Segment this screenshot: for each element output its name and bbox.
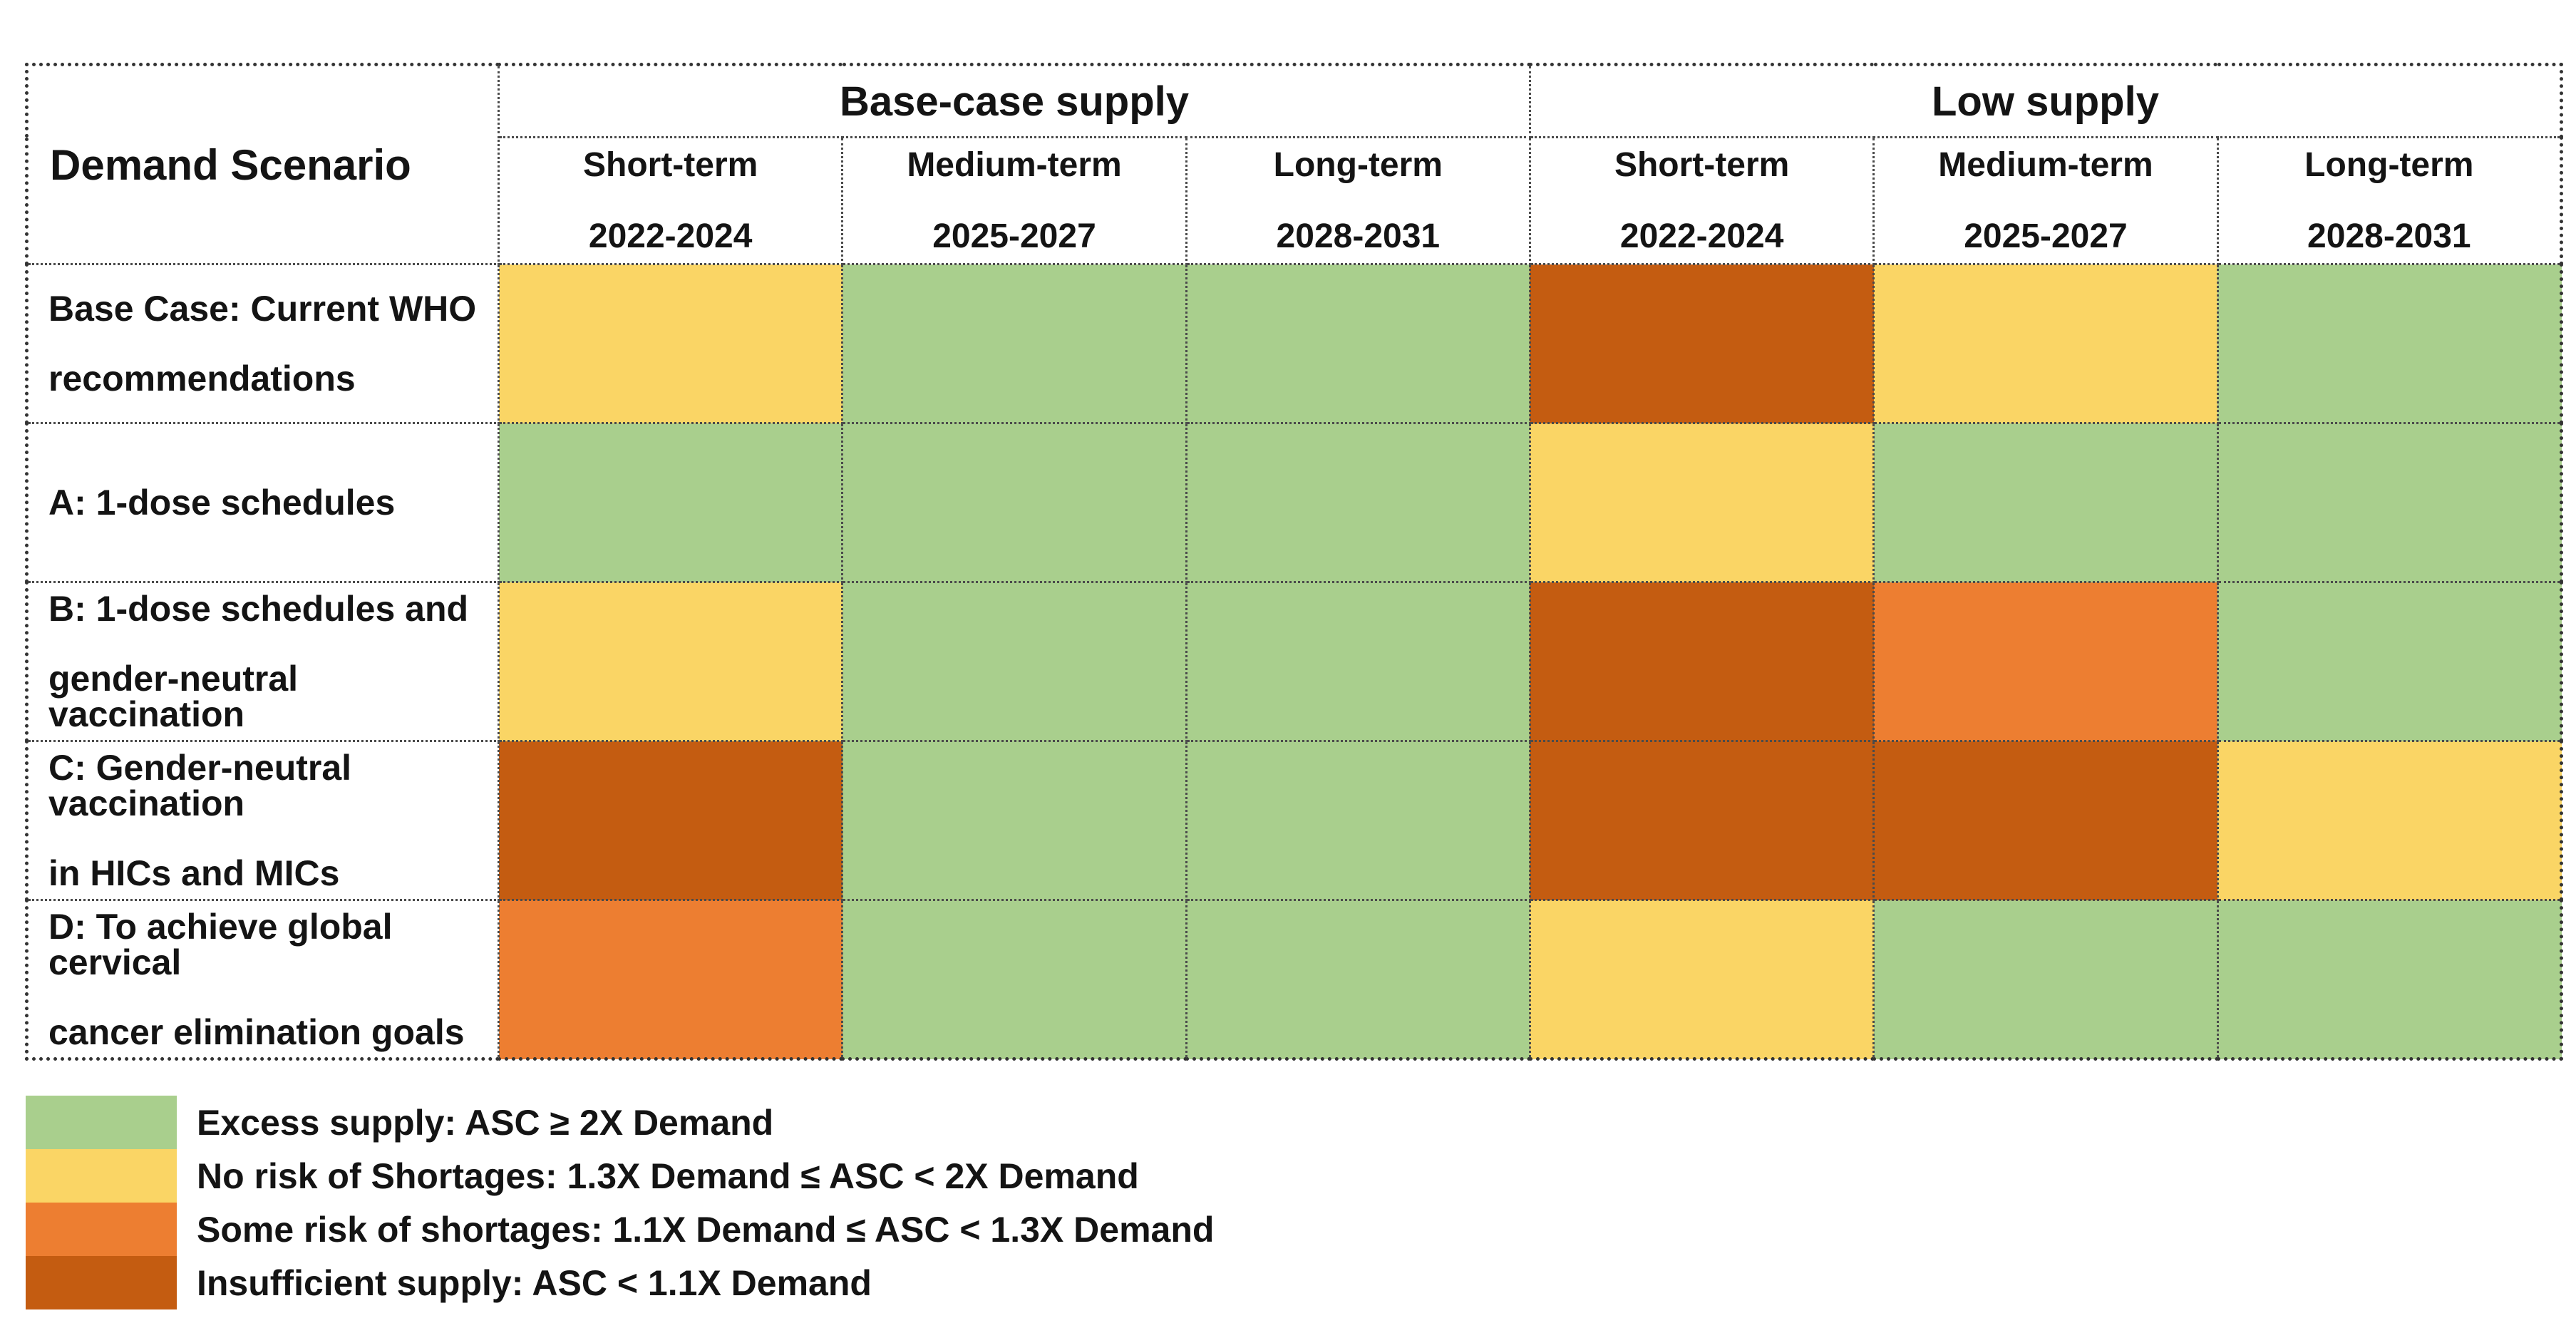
term-label: Short-term: [1614, 145, 1790, 184]
row-label-scenario-b: B: 1-dose schedules and gender-neutral v…: [26, 581, 500, 742]
risk-cell: [1528, 263, 1875, 424]
table-row-scenario-c: C: Gender-neutral vaccination in HICs an…: [26, 740, 2563, 901]
risk-cell: [1185, 422, 1531, 583]
risk-cell: [1872, 263, 2219, 424]
years-label: 2028-2031: [2307, 217, 2471, 255]
group-header-low-supply: Low supply: [1528, 63, 2563, 138]
risk-cell: [497, 899, 844, 1060]
table-row-scenario-b: B: 1-dose schedules and gender-neutral v…: [26, 581, 2563, 742]
legend-item-some-risk: Some risk of shortages: 1.1X Demand ≤ AS…: [26, 1203, 1214, 1256]
term-label: Medium-term: [1938, 145, 2153, 184]
row-label-line: Base Case: Current WHO: [48, 289, 477, 329]
legend-label: No risk of Shortages: 1.3X Demand ≤ ASC …: [197, 1156, 1139, 1196]
risk-cell: [1872, 581, 2219, 742]
legend-swatch-green: [26, 1096, 177, 1149]
risk-cell: [2216, 263, 2563, 424]
risk-cell: [1528, 422, 1875, 583]
legend-swatch-dark-orange: [26, 1256, 177, 1309]
risk-cell: [497, 263, 844, 424]
risk-cell: [1872, 740, 2219, 901]
risk-cell: [1528, 581, 1875, 742]
risk-cell: [1872, 422, 2219, 583]
row-label-line: recommendations: [48, 359, 356, 398]
risk-cell: [841, 581, 1187, 742]
risk-cell: [1185, 581, 1531, 742]
risk-cell: [2216, 740, 2563, 901]
legend-label: Some risk of shortages: 1.1X Demand ≤ AS…: [197, 1209, 1215, 1250]
row-label-line: in HICs and MICs: [48, 853, 340, 893]
risk-cell: [1528, 740, 1875, 901]
subheader-base-long-term: Long-term 2028-2031: [1185, 136, 1531, 265]
legend: Excess supply: ASC ≥ 2X Demand No risk o…: [26, 1096, 1214, 1309]
years-label: 2022-2024: [588, 217, 753, 255]
subheader-base-short-term: Short-term 2022-2024: [497, 136, 844, 265]
legend-item-excess-supply: Excess supply: ASC ≥ 2X Demand: [26, 1096, 1214, 1149]
table-row-scenario-d: D: To achieve global cervical cancer eli…: [26, 899, 2563, 1060]
row-label-base-case: Base Case: Current WHO recommendations: [26, 263, 500, 424]
legend-item-no-risk: No risk of Shortages: 1.3X Demand ≤ ASC …: [26, 1149, 1214, 1203]
supply-demand-risk-table: Demand Scenario Base-case supply Low sup…: [25, 63, 2563, 1061]
years-label: 2028-2031: [1276, 217, 1441, 255]
risk-cell: [497, 581, 844, 742]
legend-swatch-yellow: [26, 1149, 177, 1203]
risk-cell: [1528, 899, 1875, 1060]
risk-cell: [2216, 899, 2563, 1060]
row-label-line: D: To achieve global cervical: [48, 906, 393, 982]
years-label: 2025-2027: [1964, 217, 2128, 255]
subheader-low-short-term: Short-term 2022-2024: [1528, 136, 1875, 265]
risk-cell: [841, 740, 1187, 901]
row-label-line: B: 1-dose schedules and: [48, 589, 469, 629]
row-label-scenario-a: A: 1-dose schedules: [26, 422, 500, 583]
table-row-base-case: Base Case: Current WHO recommendations: [26, 263, 2563, 424]
subheader-low-long-term: Long-term 2028-2031: [2216, 136, 2563, 265]
risk-cell: [841, 899, 1187, 1060]
risk-cell: [2216, 581, 2563, 742]
legend-swatch-orange: [26, 1203, 177, 1256]
legend-label: Insufficient supply: ASC < 1.1X Demand: [197, 1262, 872, 1303]
legend-label: Excess supply: ASC ≥ 2X Demand: [197, 1102, 774, 1143]
row-label-line: A: 1-dose schedules: [48, 483, 396, 523]
risk-cell: [841, 263, 1187, 424]
risk-cell: [1185, 263, 1531, 424]
term-label: Long-term: [1273, 145, 1443, 184]
group-header-base-case-supply: Base-case supply: [498, 63, 1531, 138]
risk-cell: [497, 422, 844, 583]
term-label: Long-term: [2304, 145, 2474, 184]
years-label: 2022-2024: [1619, 217, 1784, 255]
risk-cell: [1185, 740, 1531, 901]
row-label-line: cancer elimination goals: [48, 1012, 465, 1052]
demand-scenario-header: Demand Scenario: [26, 63, 500, 265]
risk-cell: [1872, 899, 2219, 1060]
table-row-scenario-a: A: 1-dose schedules: [26, 422, 2563, 583]
row-label-line: C: Gender-neutral vaccination: [48, 748, 352, 823]
legend-item-insufficient-supply: Insufficient supply: ASC < 1.1X Demand: [26, 1256, 1214, 1309]
row-label-scenario-d: D: To achieve global cervical cancer eli…: [26, 899, 500, 1060]
subheader-base-medium-term: Medium-term 2025-2027: [841, 136, 1187, 265]
term-label: Medium-term: [907, 145, 1122, 184]
row-label-scenario-c: C: Gender-neutral vaccination in HICs an…: [26, 740, 500, 901]
row-label-line: gender-neutral vaccination: [48, 659, 299, 734]
risk-cell: [1185, 899, 1531, 1060]
term-label: Short-term: [582, 145, 758, 184]
risk-cell: [2216, 422, 2563, 583]
risk-cell: [841, 422, 1187, 583]
risk-cell: [497, 740, 844, 901]
years-label: 2025-2027: [932, 217, 1096, 255]
subheader-low-medium-term: Medium-term 2025-2027: [1872, 136, 2219, 265]
